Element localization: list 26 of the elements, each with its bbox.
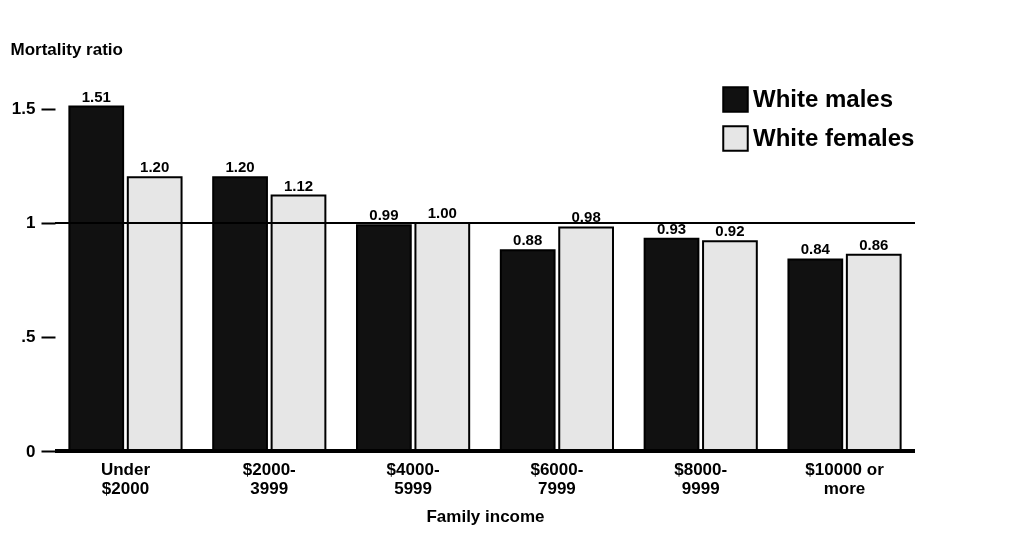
- x-axis-title: Family income: [426, 506, 545, 526]
- x-tick-label: $10000 or more: [805, 459, 885, 498]
- legend-label: White females: [753, 123, 915, 151]
- data-label: 1.51: [81, 87, 111, 105]
- y-tick-label: .5: [21, 327, 36, 347]
- data-label: 0.88: [513, 231, 543, 249]
- x-tick-label: $8000-9999: [674, 459, 728, 498]
- y-tick-label: 1.5: [11, 99, 36, 119]
- data-label: 0.86: [859, 235, 889, 253]
- data-label: 0.99: [369, 206, 399, 224]
- data-label: 1.20: [140, 158, 170, 176]
- x-tick-label: $6000-7999: [530, 459, 584, 498]
- data-label: 0.84: [800, 240, 831, 258]
- y-axis-title: Mortality ratio: [10, 39, 123, 59]
- y-tick-label: 1: [26, 213, 36, 233]
- legend-label: White males: [753, 84, 894, 112]
- data-label: 1.20: [225, 158, 255, 176]
- data-label: 1.00: [427, 203, 457, 221]
- data-label: 0.98: [571, 208, 601, 226]
- x-tick-label: Under $2000: [100, 459, 151, 498]
- x-tick-label: $4000-5999: [386, 459, 440, 498]
- data-label: 0.93: [656, 219, 687, 237]
- data-label: 1.12: [283, 176, 314, 194]
- data-label: 0.92: [715, 222, 745, 240]
- y-tick-label: 0: [26, 441, 36, 461]
- x-tick-label: $2000-3999: [242, 459, 296, 498]
